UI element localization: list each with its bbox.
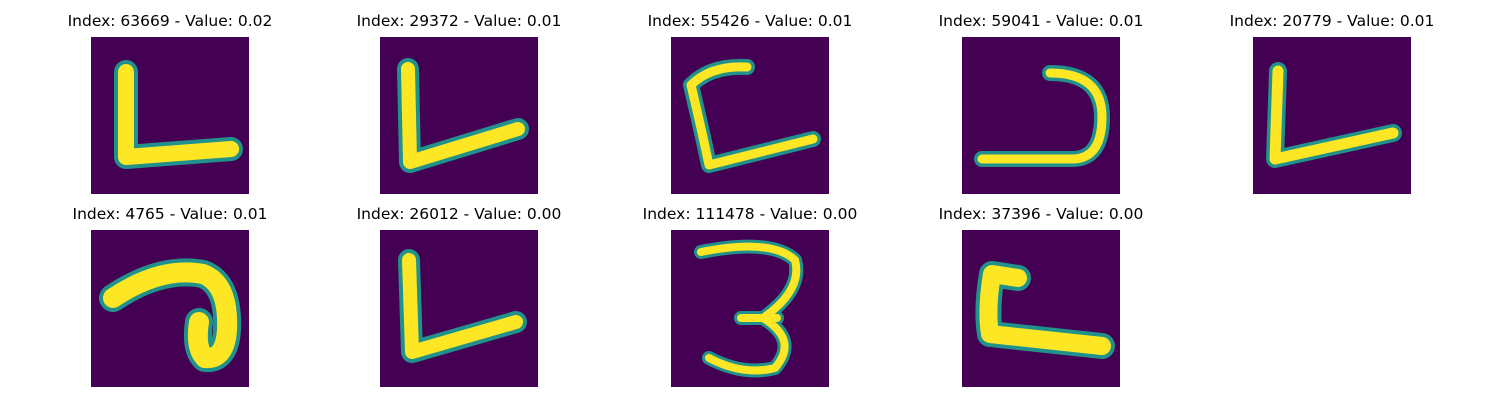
digit-image xyxy=(91,37,249,194)
panel-title: Index: 63669 - Value: 0.02 xyxy=(67,12,273,30)
bracket-glyph xyxy=(683,58,821,173)
digit-image xyxy=(962,37,1120,194)
digit-image xyxy=(671,230,829,387)
panel-title: Index: 111478 - Value: 0.00 xyxy=(642,205,858,223)
digit-image xyxy=(671,37,829,194)
panel-title: Index: 20779 - Value: 0.01 xyxy=(1229,12,1435,30)
L-glyph xyxy=(114,60,243,169)
digit-image xyxy=(1253,37,1411,194)
check-glyph xyxy=(398,249,527,363)
panel-title: Index: 29372 - Value: 0.01 xyxy=(356,12,562,30)
digit-image xyxy=(962,230,1120,387)
digit-image xyxy=(380,230,538,387)
digit-image xyxy=(380,37,538,194)
panel-title: Index: 55426 - Value: 0.01 xyxy=(647,12,853,30)
reverse-j-glyph xyxy=(974,65,1110,167)
panel-title: Index: 59041 - Value: 0.01 xyxy=(938,12,1144,30)
panel-title: Index: 26012 - Value: 0.00 xyxy=(356,205,562,223)
L-glyph xyxy=(975,261,1115,359)
panel-title: Index: 37396 - Value: 0.00 xyxy=(938,205,1144,223)
digit-image xyxy=(91,230,249,387)
hook-glyph xyxy=(99,258,242,373)
panel-title: Index: 4765 - Value: 0.01 xyxy=(72,205,268,223)
check-glyph xyxy=(397,58,529,173)
check-glyph xyxy=(1266,62,1402,168)
three-glyph xyxy=(694,239,804,378)
